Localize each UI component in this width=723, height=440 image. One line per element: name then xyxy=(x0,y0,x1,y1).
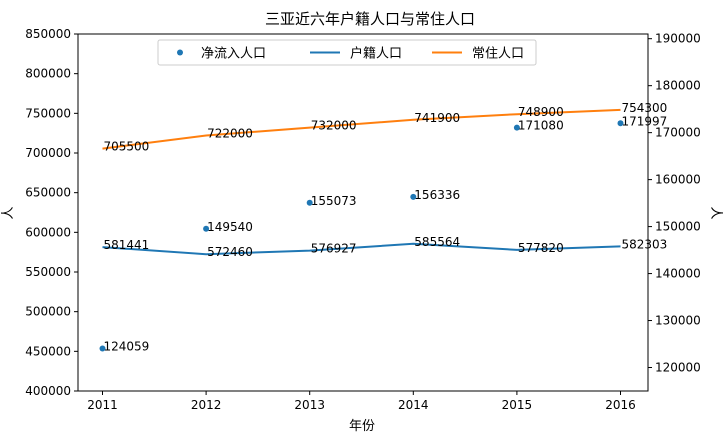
legend-box xyxy=(157,39,537,66)
data-label: 149540 xyxy=(207,220,253,234)
data-label: 171997 xyxy=(622,114,668,128)
y-tick-label-left: 800000 xyxy=(25,67,71,81)
legend-label: 净流入人口 xyxy=(201,47,266,62)
legend-label: 常住人口 xyxy=(472,47,524,62)
data-label: 741900 xyxy=(414,111,460,125)
data-label: 585564 xyxy=(414,235,460,249)
data-label: 754300 xyxy=(622,101,668,115)
y-tick-label-left: 450000 xyxy=(25,344,71,358)
data-label: 156336 xyxy=(414,188,460,202)
y-tick-label-left: 750000 xyxy=(25,106,71,120)
scatter-point xyxy=(99,345,106,352)
scatter-point xyxy=(410,193,417,200)
y-tick-label-left: 700000 xyxy=(25,146,71,160)
data-label: 705500 xyxy=(104,140,150,154)
x-tick-label: 2014 xyxy=(398,398,429,412)
y-tick-label-left: 850000 xyxy=(25,27,71,41)
x-tick-label: 2015 xyxy=(502,398,533,412)
data-label: 748900 xyxy=(518,105,564,119)
y-tick-label-right: 160000 xyxy=(655,173,701,187)
chart-title: 三亚近六年户籍人口与常住人口 xyxy=(265,10,475,28)
y-tick-label-right: 180000 xyxy=(655,79,701,93)
y-tick-label-left: 550000 xyxy=(25,265,71,279)
scatter-point xyxy=(306,199,313,206)
y-tick-label-left: 400000 xyxy=(25,384,71,398)
data-label: 171080 xyxy=(518,119,564,133)
y-axis-title-right: 人 xyxy=(708,206,723,219)
y-tick-label-right: 140000 xyxy=(655,267,701,281)
data-label: 124059 xyxy=(104,339,150,353)
data-label: 576927 xyxy=(311,242,357,256)
y-axis-title-left: 人 xyxy=(1,206,16,219)
series-line-2 xyxy=(102,108,621,150)
scatter-point xyxy=(617,120,624,127)
y-tick-label-left: 500000 xyxy=(25,305,71,319)
series-layer xyxy=(99,108,624,352)
y-tick-label-left: 600000 xyxy=(25,225,71,239)
x-tick-label: 2016 xyxy=(605,398,636,412)
plot-frame xyxy=(77,33,649,392)
data-label: 581441 xyxy=(104,238,150,252)
x-tick-label: 2012 xyxy=(191,398,222,412)
legend-label: 户籍人口 xyxy=(350,46,402,62)
y-tick-label-right: 130000 xyxy=(655,314,701,328)
data-label: 155073 xyxy=(311,194,357,208)
x-axis: 2011 2012 2013 2014 2015 2016 xyxy=(87,391,636,412)
y-axis-left: 400000 450000 500000 550000 600000 650000 7000… xyxy=(25,27,78,398)
y-tick-label-right: 170000 xyxy=(655,126,701,140)
scatter-point xyxy=(513,124,520,131)
data-labels: 124059 149540 155073 156336 171080 171997 5814… xyxy=(104,101,668,354)
data-label: 582303 xyxy=(622,237,668,251)
data-label: 722000 xyxy=(207,127,253,141)
y-tick-label-right: 120000 xyxy=(655,361,701,375)
data-label: 577820 xyxy=(518,241,564,255)
series-line-1 xyxy=(102,242,621,256)
y-axis-right: 120000 130000 140000 150000 160000 170000 1800… xyxy=(648,32,701,375)
y-tick-label-right: 190000 xyxy=(655,32,701,46)
legend-marker-scatter xyxy=(177,49,183,56)
y-tick-label-right: 150000 xyxy=(655,220,701,234)
data-label: 732000 xyxy=(311,119,357,133)
x-axis-title: 年份 xyxy=(349,419,375,434)
data-label: 572460 xyxy=(207,245,253,259)
legend: 净流入人口 户籍人口 常住人口 xyxy=(157,39,537,66)
x-tick-label: 2011 xyxy=(87,398,118,412)
legend-entries: 净流入人口 户籍人口 常住人口 xyxy=(177,46,524,62)
y-tick-label-left: 650000 xyxy=(25,186,71,200)
x-tick-label: 2013 xyxy=(294,398,325,412)
scatter-point xyxy=(203,225,210,232)
